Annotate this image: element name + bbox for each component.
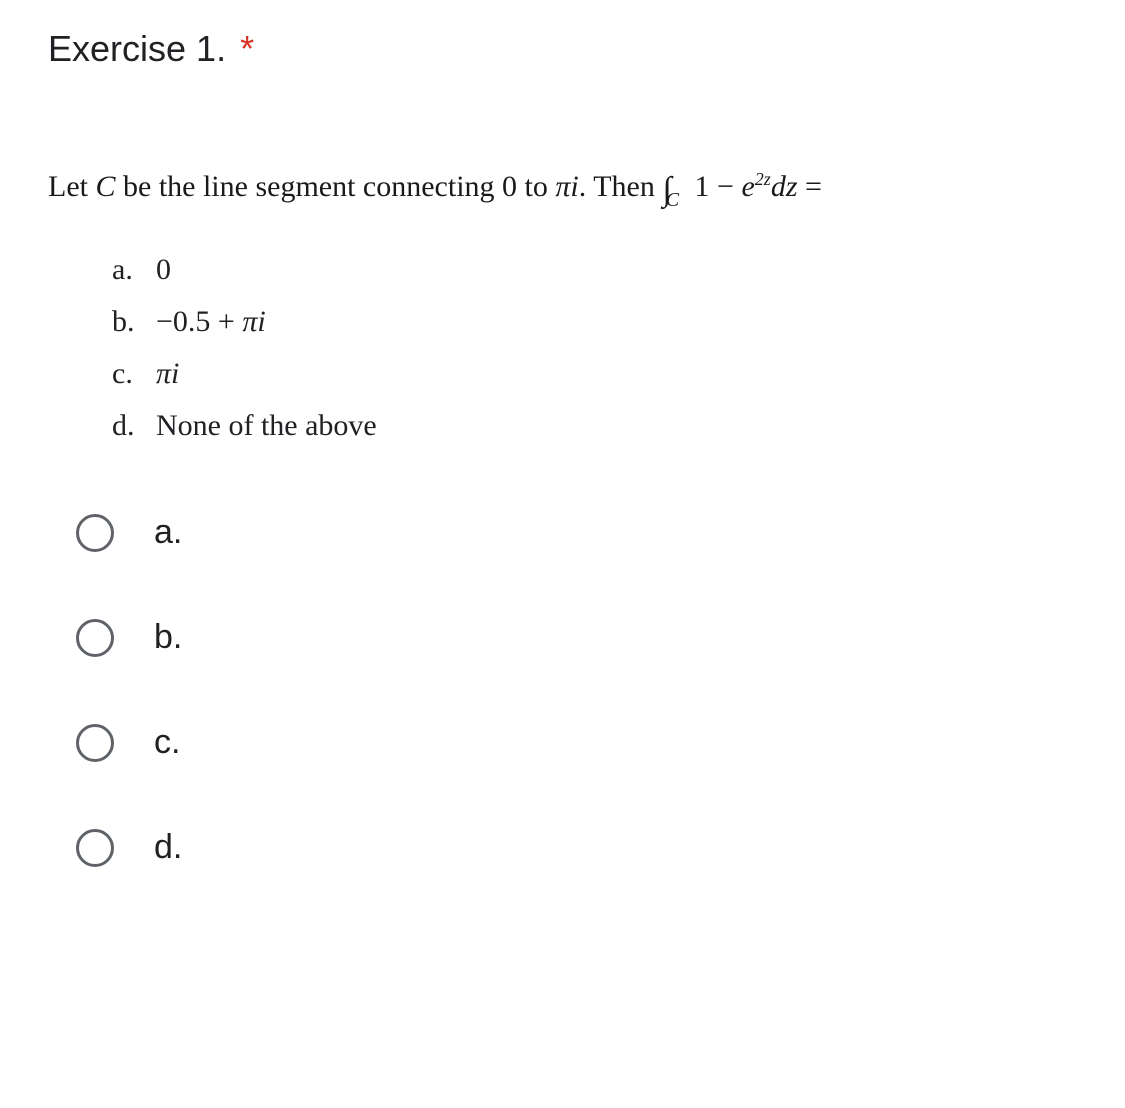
option-b[interactable]: b.: [76, 618, 1077, 657]
option-label[interactable]: d.: [154, 828, 182, 867]
answer-letter: c.: [112, 357, 156, 391]
answer-d: d. None of the above: [112, 409, 1077, 443]
answer-letter: b.: [112, 305, 156, 339]
required-marker: *: [240, 28, 254, 69]
stem-curve: C: [95, 170, 115, 203]
title-text: Exercise 1.: [48, 28, 226, 69]
stem-pi-i: πi: [555, 170, 578, 203]
option-label[interactable]: a.: [154, 513, 182, 552]
integrand-exp: 2z: [755, 169, 771, 189]
question-stem: Let C be the line segment connecting 0 t…: [48, 160, 1077, 211]
integral-expression: ∫C 1 − e2zdz =: [662, 170, 822, 203]
answer-list: a. 0 b. −0.5 + πi c. πi d. None of the a…: [112, 253, 1077, 443]
answer-letter: a.: [112, 253, 156, 287]
stem-prefix: Let: [48, 170, 95, 203]
stem-equals: =: [798, 170, 822, 203]
integrand-d: d: [771, 170, 786, 203]
answer-text: πi: [156, 357, 1077, 391]
radio-icon[interactable]: [76, 619, 114, 657]
option-label[interactable]: b.: [154, 618, 182, 657]
stem-mid1: be the line segment connecting 0 to: [116, 170, 556, 203]
integrand-z: z: [786, 170, 798, 203]
integrand-1-minus: 1 −: [687, 170, 741, 203]
answer-b: b. −0.5 + πi: [112, 305, 1077, 339]
option-c[interactable]: c.: [76, 723, 1077, 762]
answer-text: −0.5 + πi: [156, 305, 1077, 339]
integral-subscript: C: [666, 189, 679, 211]
answer-text: None of the above: [156, 409, 1077, 443]
radio-icon[interactable]: [76, 724, 114, 762]
question-page: Exercise 1. * Let C be the line segment …: [0, 0, 1125, 973]
answer-text: 0: [156, 253, 1077, 287]
radio-icon[interactable]: [76, 514, 114, 552]
radio-icon[interactable]: [76, 829, 114, 867]
option-d[interactable]: d.: [76, 828, 1077, 867]
option-a[interactable]: a.: [76, 513, 1077, 552]
option-label[interactable]: c.: [154, 723, 180, 762]
answer-a: a. 0: [112, 253, 1077, 287]
radio-options: a. b. c. d.: [76, 513, 1077, 867]
integrand-e: e: [741, 170, 754, 203]
question-title: Exercise 1. *: [48, 28, 1077, 70]
answer-c: c. πi: [112, 357, 1077, 391]
answer-letter: d.: [112, 409, 156, 443]
stem-mid2: . Then: [579, 170, 663, 203]
